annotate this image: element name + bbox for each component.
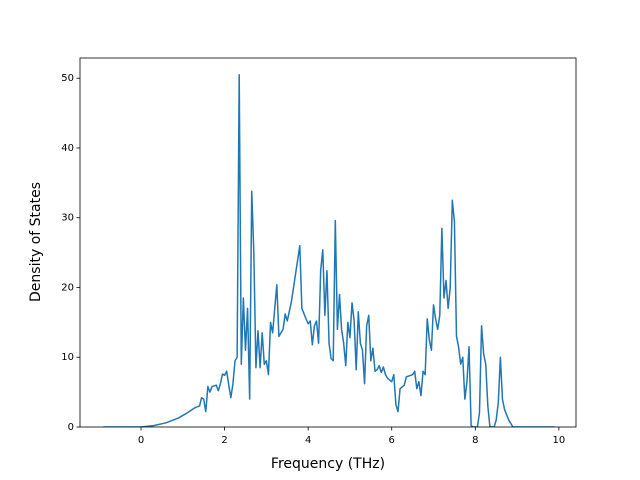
y-tick-label: 10 bbox=[61, 352, 74, 363]
y-tick-label: 30 bbox=[61, 213, 74, 224]
y-tick-label: 40 bbox=[61, 143, 74, 154]
y-axis-label: Density of States bbox=[28, 182, 44, 302]
x-tick-label: 4 bbox=[305, 435, 311, 446]
plot-frame bbox=[79, 57, 577, 428]
x-tick-label: 10 bbox=[553, 435, 566, 446]
x-tick-label: 0 bbox=[138, 435, 144, 446]
x-tick-label: 8 bbox=[472, 435, 478, 446]
x-axis-label: Frequency (THz) bbox=[271, 456, 385, 472]
y-tick-label: 50 bbox=[61, 73, 74, 84]
y-tick-label: 0 bbox=[68, 422, 74, 433]
y-tick-label: 20 bbox=[61, 282, 74, 293]
x-tick-label: 2 bbox=[221, 435, 227, 446]
x-tick-label: 6 bbox=[389, 435, 395, 446]
data-line bbox=[103, 73, 555, 427]
